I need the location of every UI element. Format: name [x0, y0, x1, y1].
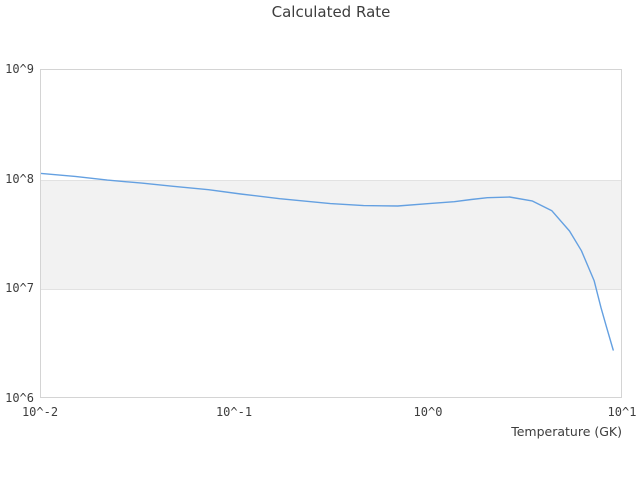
y-tick-label: 10^7: [5, 281, 34, 296]
y-tick-label: 10^6: [5, 391, 34, 405]
y-tick-label: 10^8: [5, 171, 34, 186]
x-tick-label: 10^0: [413, 405, 443, 419]
x-tick-label: 10^-1: [215, 405, 253, 419]
rate-curve-canvas: [41, 172, 614, 351]
plot-area: [40, 69, 622, 398]
chart-title: Calculated Rate: [271, 3, 391, 21]
rate-curve-line: [41, 172, 614, 351]
x-tick-label: 10^1: [607, 405, 637, 419]
x-tick-label: 10^-2: [21, 405, 59, 419]
x-axis-title: Temperature (GK): [511, 424, 622, 439]
y-tick-label: 10^9: [5, 62, 34, 76]
